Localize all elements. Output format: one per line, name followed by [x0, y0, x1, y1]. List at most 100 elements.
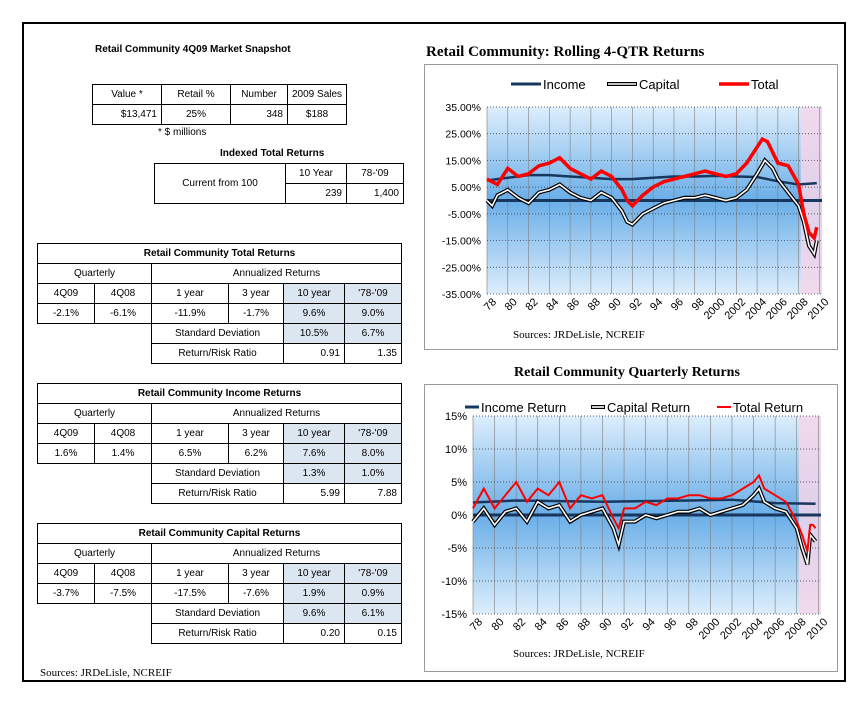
- quarterly-label: Quarterly: [37, 543, 152, 564]
- cell-value: -6.1%: [94, 303, 152, 324]
- sd-value: 6.7%: [344, 323, 402, 344]
- x-tick-label: 2000: [697, 616, 723, 642]
- snapshot-value: $13,471: [92, 104, 162, 125]
- col-header: '78-'09: [344, 423, 402, 444]
- sd-value: 6.1%: [344, 603, 402, 624]
- snapshot-header-retail: Retail %: [161, 84, 231, 105]
- col-header: 1 year: [151, 563, 229, 584]
- cell-value: -1.7%: [228, 303, 284, 324]
- y-tick-label: -5.00%: [448, 209, 481, 221]
- cell-value: 6.5%: [151, 443, 229, 464]
- y-tick-label: -10%: [441, 576, 467, 588]
- chart2-panel: 15% 10% 5% 0% -5% -10% -15% 78 80 82 84 86 88 90 92 94 9…: [424, 384, 838, 672]
- annualized-label: Annualized Returns: [151, 543, 402, 564]
- col-header: 3 year: [228, 563, 284, 584]
- x-tick-label: 2002: [718, 616, 744, 642]
- col-header: 1 year: [151, 423, 229, 444]
- y-tick-label: -15.00%: [442, 236, 481, 248]
- legend-capital-label: Capital Return: [607, 400, 690, 415]
- table-title: Retail Community Total Returns: [37, 243, 402, 264]
- rr-label: Return/Risk Ratio: [151, 343, 284, 364]
- series-capital: [486, 159, 818, 256]
- sd-value: 1.3%: [283, 463, 345, 484]
- x-tick-label: 2000: [702, 296, 728, 322]
- cell-value: 9.0%: [344, 303, 402, 324]
- series-income: [486, 173, 817, 186]
- x-tick-label: 2008: [785, 296, 811, 322]
- x-tick-label: 96: [669, 296, 686, 313]
- x-tick-label: 2010: [806, 296, 832, 322]
- legend-capital-label: Capital: [639, 77, 680, 92]
- col-header: 4Q09: [37, 423, 95, 444]
- rr-label: Return/Risk Ratio: [151, 623, 284, 644]
- rr-value: 5.99: [283, 483, 345, 504]
- indexed-table: Current from 100 10 Year 78-'09 239 1,40…: [154, 163, 404, 204]
- snapshot-footnote: * $ millions: [158, 127, 207, 138]
- x-tick-label: 2004: [743, 296, 769, 322]
- indexed-value-10yr: 239: [285, 183, 347, 204]
- x-tick-label: 82: [511, 616, 528, 633]
- quarterly-label: Quarterly: [37, 263, 152, 284]
- x-tick-label: 80: [503, 296, 520, 313]
- y-tick-label: 0%: [451, 510, 467, 522]
- rr-value: 0.91: [283, 343, 345, 364]
- x-tick-label: 2010: [805, 616, 831, 642]
- x-tick-label: 88: [576, 616, 593, 633]
- x-tick-label: 94: [641, 616, 658, 633]
- table-title: Retail Community Capital Returns: [37, 523, 402, 544]
- col-header: 3 year: [228, 423, 284, 444]
- x-tick-label: 86: [554, 616, 571, 633]
- x-tick-label: 86: [565, 296, 582, 313]
- col-header: '78-'09: [344, 283, 402, 304]
- legend-income-label: Income Return: [481, 400, 566, 415]
- y-tick-label: 25.00%: [445, 129, 481, 141]
- snapshot-number: 348: [230, 104, 288, 125]
- indexed-header-10yr: 10 Year: [285, 163, 347, 184]
- col-header: 4Q08: [94, 423, 152, 444]
- x-tick-label: 2008: [783, 616, 809, 642]
- cell-value: 0.9%: [344, 583, 402, 604]
- rr-value: 0.15: [344, 623, 402, 644]
- legend-income-label: Income: [543, 77, 586, 92]
- col-header: 4Q09: [37, 283, 95, 304]
- x-tick-label: 88: [586, 296, 603, 313]
- snapshot-sales: $188: [286, 104, 348, 125]
- cell-value: -2.1%: [37, 303, 95, 324]
- series-capital: [472, 487, 817, 565]
- col-header: '78-'09: [344, 563, 402, 584]
- legend-total-label: Total: [751, 77, 779, 92]
- x-tick-label: 94: [648, 296, 665, 313]
- y-tick-label: 5%: [451, 477, 467, 489]
- snapshot-header-value: Value *: [92, 84, 162, 105]
- cell-value: -7.5%: [94, 583, 152, 604]
- x-tick-label: 2004: [740, 616, 766, 642]
- snapshot-title: Retail Community 4Q09 Market Snapshot: [95, 44, 291, 55]
- page-frame: [22, 22, 846, 682]
- indexed-header-78: 78-'09: [346, 163, 404, 184]
- total-returns-table: Retail Community Total Returns Quarterly…: [37, 243, 402, 364]
- y-tick-label: 10%: [445, 444, 467, 456]
- x-tick-label: 80: [489, 616, 506, 633]
- sd-value: 10.5%: [283, 323, 345, 344]
- rr-value: 1.35: [344, 343, 402, 364]
- x-tick-label: 90: [597, 616, 614, 633]
- y-tick-label: -35.00%: [442, 289, 481, 301]
- y-tick-label: -15%: [441, 609, 467, 621]
- indexed-title: Indexed Total Returns: [220, 148, 325, 159]
- x-tick-label: 2006: [764, 296, 790, 322]
- chart1-source: Sources: JRDeLisle, NCREIF: [513, 329, 645, 341]
- col-header: 4Q09: [37, 563, 95, 584]
- income-returns-table: Retail Community Income Returns Quarterl…: [37, 383, 402, 504]
- x-tick-label: 2006: [761, 616, 787, 642]
- chart2-title: Retail Community Quarterly Returns: [514, 365, 740, 380]
- cell-value: 8.0%: [344, 443, 402, 464]
- legend-total-label: Total Return: [733, 400, 803, 415]
- y-tick-label: -25.00%: [442, 262, 481, 274]
- cell-value: -7.6%: [228, 583, 284, 604]
- series-total: [486, 136, 819, 242]
- indexed-value-78: 1,400: [346, 183, 404, 204]
- x-tick-label: 84: [544, 296, 561, 313]
- indexed-label: Current from 100: [154, 163, 286, 204]
- snapshot-header-sales: 2009 Sales: [286, 84, 348, 105]
- y-tick-label: 5.00%: [451, 182, 481, 194]
